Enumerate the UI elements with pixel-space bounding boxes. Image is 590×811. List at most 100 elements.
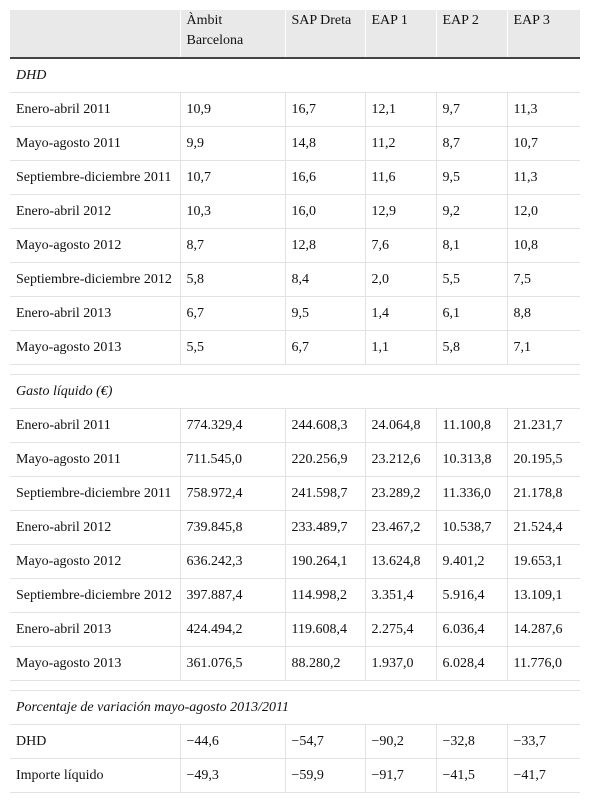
cell-value: 8,7	[180, 228, 286, 263]
data-row: Enero-abril 2012 10,3 16,0 12,9 9,2 12,0	[10, 194, 580, 229]
cell-value: 3.351,4	[365, 578, 437, 613]
row-label: Septiembre-diciembre 2011	[10, 160, 181, 195]
cell-value: 11,3	[507, 160, 580, 195]
spacer-cell	[10, 364, 580, 375]
cell-value: 8,4	[285, 262, 366, 297]
column-header: EAP 1	[365, 10, 437, 59]
cell-value: 7,1	[507, 330, 580, 365]
cell-value: 1.937,0	[365, 646, 437, 681]
cell-value: 13.624,8	[365, 544, 437, 579]
cell-value: 241.598,7	[285, 476, 366, 511]
cell-value: −91,7	[365, 758, 437, 793]
cell-value: −44,6	[180, 724, 286, 759]
data-row: Mayo-agosto 2012 636.242,3 190.264,1 13.624…	[10, 544, 580, 579]
data-row: Septiembre-diciembre 2012 397.887,4 114.99…	[10, 578, 580, 613]
data-row: Mayo-agosto 2011 9,9 14,8 11,2 8,7 10,7	[10, 126, 580, 161]
row-label: Mayo-agosto 2013	[10, 646, 181, 681]
data-row: Enero-abril 2011 774.329,4 244.608,3 24.064…	[10, 408, 580, 443]
cell-value: 774.329,4	[180, 408, 286, 443]
row-label: Mayo-agosto 2013	[10, 330, 181, 365]
data-row: Mayo-agosto 2011 711.545,0 220.256,9 23.212…	[10, 442, 580, 477]
data-row: Enero-abril 2011 10,9 16,7 12,1 9,7 11,3	[10, 92, 580, 127]
cell-value: 9,7	[436, 92, 508, 127]
section-row: Porcentaje de variación mayo-agosto 2013…	[10, 690, 580, 725]
cell-value: 739.845,8	[180, 510, 286, 545]
column-header: EAP 3	[507, 10, 580, 59]
spacer-cell	[10, 680, 580, 691]
cell-value: 6,7	[285, 330, 366, 365]
data-table: Àmbit Barcelona SAP Dreta EAP 1 EAP 2 EAP 3 …	[10, 10, 580, 793]
cell-value: 12,8	[285, 228, 366, 263]
cell-value: 11,2	[365, 126, 437, 161]
cell-value: 10.538,7	[436, 510, 508, 545]
cell-value: 11,6	[365, 160, 437, 195]
cell-value: 758.972,4	[180, 476, 286, 511]
cell-value: 24.064,8	[365, 408, 437, 443]
cell-value: 711.545,0	[180, 442, 286, 477]
cell-value: 9.401,2	[436, 544, 508, 579]
cell-value: 8,7	[436, 126, 508, 161]
cell-value: 11.776,0	[507, 646, 580, 681]
data-row: Enero-abril 2013 6,7 9,5 1,4 6,1 8,8	[10, 296, 580, 331]
cell-value: −90,2	[365, 724, 437, 759]
section-title: Porcentaje de variación mayo-agosto 2013…	[10, 690, 580, 725]
row-label: Enero-abril 2013	[10, 612, 181, 647]
row-label: Enero-abril 2013	[10, 296, 181, 331]
cell-value: 23.467,2	[365, 510, 437, 545]
cell-value: 11.336,0	[436, 476, 508, 511]
cell-value: 233.489,7	[285, 510, 366, 545]
cell-value: 114.998,2	[285, 578, 366, 613]
cell-value: 11.100,8	[436, 408, 508, 443]
cell-value: 9,5	[436, 160, 508, 195]
section-row: DHD	[10, 58, 580, 93]
cell-value: 636.242,3	[180, 544, 286, 579]
cell-value: −59,9	[285, 758, 366, 793]
cell-value: 9,9	[180, 126, 286, 161]
cell-value: 7,5	[507, 262, 580, 297]
cell-value: 10,8	[507, 228, 580, 263]
row-label: Enero-abril 2012	[10, 510, 181, 545]
cell-value: 11,3	[507, 92, 580, 127]
cell-value: 10,3	[180, 194, 286, 229]
cell-value: 5,5	[180, 330, 286, 365]
row-label: Enero-abril 2011	[10, 92, 181, 127]
cell-value: 10,9	[180, 92, 286, 127]
cell-value: 119.608,4	[285, 612, 366, 647]
row-label: Septiembre-diciembre 2011	[10, 476, 181, 511]
cell-value: 5,8	[436, 330, 508, 365]
cell-value: 16,0	[285, 194, 366, 229]
data-row: Enero-abril 2013 424.494,2 119.608,4 2.275,…	[10, 612, 580, 647]
row-label: Importe líquido	[10, 758, 181, 793]
cell-value: 12,1	[365, 92, 437, 127]
row-label: Mayo-agosto 2012	[10, 228, 181, 263]
data-row: DHD −44,6 −54,7 −90,2 −32,8 −33,7	[10, 724, 580, 759]
column-header: EAP 2	[436, 10, 508, 59]
cell-value: 13.109,1	[507, 578, 580, 613]
cell-value: 244.608,3	[285, 408, 366, 443]
cell-value: 8,1	[436, 228, 508, 263]
row-label: Mayo-agosto 2011	[10, 442, 181, 477]
cell-value: 9,5	[285, 296, 366, 331]
cell-value: −49,3	[180, 758, 286, 793]
cell-value: 1,4	[365, 296, 437, 331]
row-label: Mayo-agosto 2011	[10, 126, 181, 161]
cell-value: 5,8	[180, 262, 286, 297]
row-label: Mayo-agosto 2012	[10, 544, 181, 579]
data-row: Enero-abril 2012 739.845,8 233.489,7 23.467…	[10, 510, 580, 545]
cell-value: 12,0	[507, 194, 580, 229]
row-label: DHD	[10, 724, 181, 759]
table-header: Àmbit Barcelona SAP Dreta EAP 1 EAP 2 EAP 3	[10, 10, 580, 59]
spacer-row	[10, 364, 580, 375]
cell-value: 8,8	[507, 296, 580, 331]
data-row: Mayo-agosto 2013 5,5 6,7 1,1 5,8 7,1	[10, 330, 580, 365]
cell-value: 361.076,5	[180, 646, 286, 681]
data-row: Mayo-agosto 2012 8,7 12,8 7,6 8,1 10,8	[10, 228, 580, 263]
cell-value: 19.653,1	[507, 544, 580, 579]
cell-value: 16,7	[285, 92, 366, 127]
cell-value: 5,5	[436, 262, 508, 297]
row-label: Enero-abril 2012	[10, 194, 181, 229]
spacer-row	[10, 680, 580, 691]
cell-value: 7,6	[365, 228, 437, 263]
cell-value: 88.280,2	[285, 646, 366, 681]
